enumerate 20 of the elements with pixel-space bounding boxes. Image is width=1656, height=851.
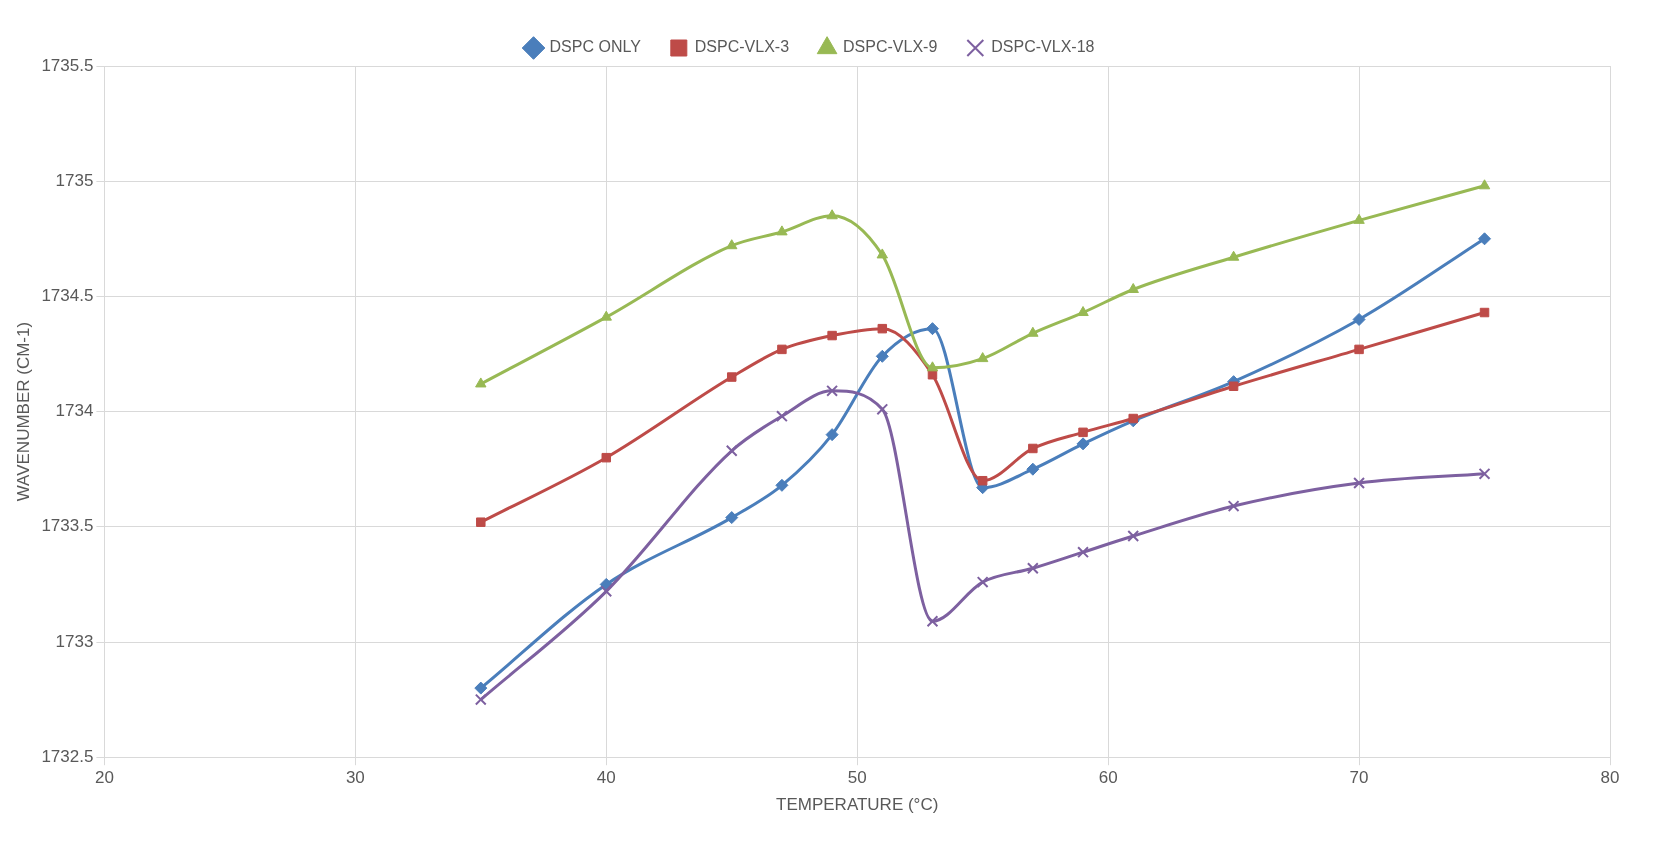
x-tick-label: 30	[345, 768, 365, 788]
legend-label: DSPC-VLX-3	[694, 38, 790, 56]
x-tick-label: 80	[1600, 768, 1620, 788]
y-tick-label: 1734	[55, 401, 94, 421]
x-axis-title: TEMPERATURE (°C)	[776, 795, 939, 815]
x-tick-label: 50	[847, 768, 867, 788]
x-tick-label: 20	[94, 768, 114, 788]
legend-label: DSPC ONLY	[549, 38, 642, 56]
y-tick-label: 1734.5	[41, 286, 94, 306]
y-tick-label: 1735.5	[41, 55, 94, 75]
x-tick-label: 70	[1349, 768, 1369, 788]
y-tick-label: 1735	[55, 170, 94, 190]
legend-label: DSPC-VLX-9	[843, 38, 938, 56]
x-tick-label: 40	[596, 768, 616, 788]
y-tick-label: 1732.5	[41, 746, 94, 766]
y-tick-label: 1733	[55, 631, 94, 651]
y-axis-title: WAVENUMBER (CM-1)	[13, 321, 33, 502]
y-tick-label: 1733.5	[41, 516, 94, 536]
x-tick-label: 60	[1098, 768, 1118, 788]
legend-label: DSPC-VLX-18	[991, 38, 1095, 56]
